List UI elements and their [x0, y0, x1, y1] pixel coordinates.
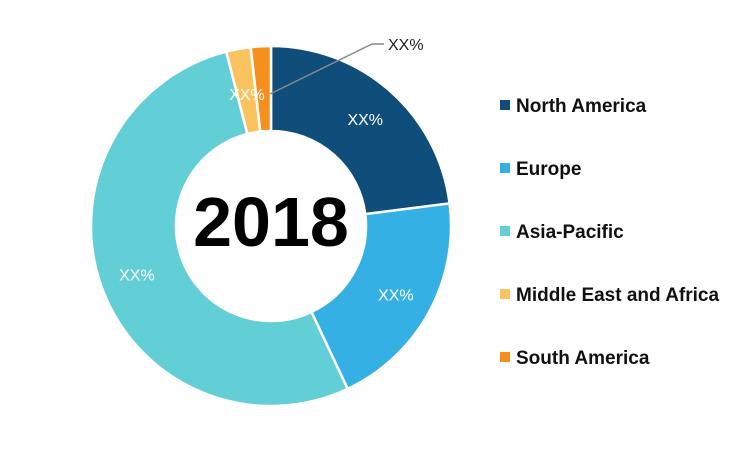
slice-north-america [269, 44, 451, 216]
slice-labels: XX% XX% XX% XX% [119, 87, 414, 305]
callout-leader-line [269, 43, 384, 95]
legend-label-asia-pacific: Asia-Pacific [516, 222, 624, 243]
legend-item-middle-east-and-africa: Middle East and Africa [500, 285, 719, 306]
slice-label-north-america: XX% [347, 112, 383, 129]
legend-swatch-asia-pacific [500, 226, 510, 236]
donut-slices [89, 44, 453, 408]
legend: North America Europe Asia-Pacific Middle Ea… [500, 96, 719, 369]
center-year-label: 2018 [193, 183, 349, 261]
legend-item-south-america: South America [500, 348, 650, 369]
callout: XX% [269, 37, 424, 95]
legend-swatch-europe [500, 163, 510, 173]
legend-item-asia-pacific: Asia-Pacific [500, 222, 624, 243]
legend-label-north-america: North America [516, 96, 647, 117]
legend-label-europe: Europe [516, 159, 581, 180]
legend-swatch-south-america [500, 352, 510, 362]
slice-europe [309, 202, 453, 391]
legend-item-europe: Europe [500, 159, 581, 180]
slice-label-asia-pacific: XX% [119, 267, 155, 284]
legend-swatch-north-america [500, 100, 510, 110]
slice-label-middle-east-and-africa: XX% [229, 87, 265, 104]
slice-label-europe: XX% [378, 288, 414, 305]
legend-label-south-america: South America [516, 348, 650, 369]
callout-label: XX% [388, 37, 424, 54]
slice-south-america [249, 44, 273, 133]
legend-label-middle-east-and-africa: Middle East and Africa [516, 285, 719, 306]
slice-asia-pacific [89, 50, 350, 408]
legend-item-north-america: North America [500, 96, 647, 117]
legend-swatch-middle-east-and-africa [500, 289, 510, 299]
